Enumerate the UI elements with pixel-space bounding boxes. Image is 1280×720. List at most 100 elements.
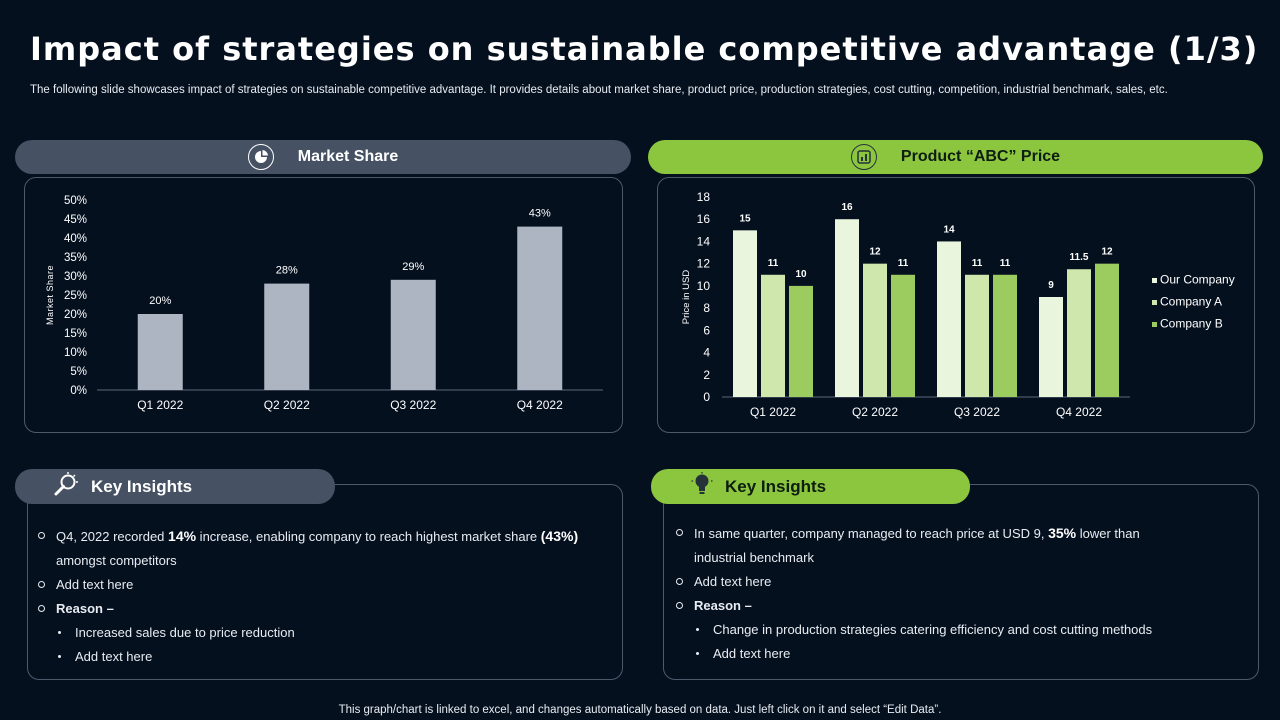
y-axis-label: Market Share — [45, 265, 55, 325]
bar — [789, 285, 813, 397]
list-item: Q4, 2022 recorded 14% increase, enabling… — [38, 524, 608, 573]
bar — [965, 274, 989, 397]
x-tick-label: Q3 2022 — [390, 398, 436, 412]
footer-note: This graph/chart is linked to excel, and… — [338, 704, 942, 716]
y-tick-label: 50% — [64, 195, 87, 207]
bar — [863, 263, 887, 397]
bar — [264, 283, 310, 390]
page-subtitle: The following slide showcases impact of … — [30, 84, 1168, 96]
y-tick-label: 15% — [64, 328, 87, 340]
legend-label: Company B — [1160, 317, 1223, 331]
product-price-chart: 0 2 4 6 8 10 12 14 16 18 Price in USD 15 11 10 Q1 2022… — [681, 190, 1235, 419]
list-item: Reason – — [676, 594, 1246, 618]
data-label: 20% — [149, 295, 171, 307]
y-tick-label: 6 — [703, 323, 710, 337]
x-tick-label: Q2 2022 — [264, 398, 310, 412]
page-title: Impact of strategies on sustainable comp… — [30, 30, 1259, 68]
y-tick-label: 4 — [703, 346, 710, 360]
y-tick-label: 20% — [64, 309, 87, 321]
list-item: Add text here — [38, 573, 608, 597]
data-label: 14 — [943, 224, 955, 235]
y-tick-label: 45% — [64, 214, 87, 226]
list-item: Change in production strategies catering… — [676, 618, 1246, 642]
list-item: Add text here — [676, 570, 1246, 594]
right-insights-panel: In same quarter, company managed to reac… — [663, 484, 1259, 680]
legend-swatch — [1152, 278, 1157, 283]
y-tick-label: 5% — [70, 366, 87, 378]
market-share-header-label: Market Share — [297, 148, 399, 165]
data-label: 28% — [276, 265, 298, 277]
data-label: 9 — [1048, 280, 1054, 291]
y-tick-label: 16 — [697, 212, 711, 226]
list-item: Reason – — [38, 597, 608, 621]
y-tick-label: 18 — [697, 190, 711, 204]
x-tick-label: Q1 2022 — [750, 405, 796, 419]
y-tick-label: 10% — [64, 347, 87, 359]
data-label: 10 — [795, 269, 807, 280]
x-tick-label: Q4 2022 — [1056, 405, 1102, 419]
y-tick-label: 8 — [703, 301, 710, 315]
y-tick-label: 0 — [703, 390, 710, 404]
right-insights-title-label: Key Insights — [725, 476, 827, 496]
data-label: 15 — [739, 213, 751, 224]
product-price-header: Product “ABC” Price — [648, 140, 1263, 174]
market-share-chart-panel: 0% 5% 10% 15% 20% 25% 30% 35% 40% 45% 50% Market Sh… — [24, 177, 623, 433]
y-tick-label: 0% — [70, 385, 87, 397]
data-label: 16 — [841, 202, 853, 213]
bar — [993, 274, 1017, 397]
data-label: 11.5 — [1070, 252, 1089, 263]
bar — [390, 279, 436, 390]
bar — [1039, 297, 1063, 397]
product-price-header-label: Product “ABC” Price — [900, 148, 1061, 165]
right-insights-list: In same quarter, company managed to reac… — [676, 521, 1246, 666]
chart-icon — [850, 144, 877, 170]
product-price-chart-panel: 0 2 4 6 8 10 12 14 16 18 Price in USD 15 11 10 Q1 2022… — [657, 177, 1255, 433]
magnifier-icon — [53, 471, 79, 502]
bar — [517, 226, 563, 390]
legend-swatch — [1152, 300, 1157, 305]
bar — [937, 241, 961, 397]
x-tick-label: Q1 2022 — [137, 398, 183, 412]
data-label: 29% — [402, 261, 424, 273]
bar — [761, 274, 785, 397]
list-item: Increased sales due to price reduction — [38, 621, 608, 645]
y-tick-label: 10 — [697, 279, 711, 293]
left-insights-title: Key Insights — [15, 469, 335, 504]
data-label: 12 — [869, 247, 881, 258]
left-insights-panel: Q4, 2022 recorded 14% increase, enabling… — [27, 484, 623, 680]
bar — [733, 230, 757, 397]
legend-swatch — [1152, 322, 1157, 327]
y-tick-label: 35% — [64, 252, 87, 264]
x-tick-label: Q3 2022 — [954, 405, 1000, 419]
lightbulb-icon — [691, 472, 713, 501]
bar — [891, 274, 915, 397]
data-label: 12 — [1101, 247, 1113, 258]
bar — [137, 314, 183, 390]
left-insights-list: Q4, 2022 recorded 14% increase, enabling… — [38, 524, 608, 669]
legend-label: Company A — [1160, 295, 1222, 309]
y-tick-label: 25% — [64, 290, 87, 302]
market-share-header: Market Share — [15, 140, 631, 174]
data-label: 11 — [768, 258, 779, 269]
legend-label: Our Company — [1160, 273, 1235, 287]
data-label: 11 — [898, 258, 909, 269]
bar — [1095, 263, 1119, 397]
data-label: 11 — [972, 258, 983, 269]
data-label: 43% — [529, 208, 551, 220]
bar — [1067, 269, 1091, 397]
list-item: Add text here — [38, 645, 608, 669]
left-insights-title-label: Key Insights — [91, 476, 193, 496]
x-tick-label: Q4 2022 — [517, 398, 563, 412]
list-item: In same quarter, company managed to reac… — [676, 521, 1246, 570]
pie-chart-icon — [247, 144, 274, 170]
y-tick-label: 14 — [697, 234, 711, 248]
bar — [835, 219, 859, 397]
data-label: 11 — [1000, 258, 1011, 269]
y-axis-label: Price in USD — [681, 270, 692, 325]
right-insights-title: Key Insights — [651, 469, 970, 504]
x-tick-label: Q2 2022 — [852, 405, 898, 419]
list-item: Add text here — [676, 642, 1246, 666]
y-tick-label: 30% — [64, 271, 87, 283]
y-tick-label: 40% — [64, 233, 87, 245]
market-share-chart: 0% 5% 10% 15% 20% 25% 30% 35% 40% 45% 50% Market Sh… — [45, 195, 603, 412]
